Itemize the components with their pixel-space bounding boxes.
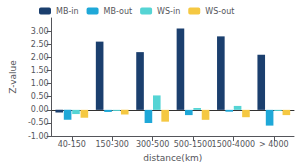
svg-text:distance(km): distance(km) (143, 153, 202, 163)
svg-text:MB-in: MB-in (56, 7, 79, 16)
svg-text:1.50: 1.50 (31, 66, 49, 75)
svg-text:1500-4000: 1500-4000 (212, 140, 256, 149)
svg-text:0.00: 0.00 (31, 105, 49, 114)
svg-text:2.00: 2.00 (31, 53, 49, 62)
svg-text:0.50: 0.50 (31, 92, 49, 101)
svg-text:300-500: 300-500 (136, 140, 169, 149)
svg-text:500-1500: 500-1500 (174, 140, 213, 149)
svg-text:2.50: 2.50 (31, 40, 49, 49)
svg-text:40-150: 40-150 (58, 140, 86, 149)
svg-text:WS-out: WS-out (205, 7, 234, 16)
svg-text:3.00: 3.00 (31, 27, 49, 36)
svg-text:WS-in: WS-in (157, 7, 180, 16)
svg-text:MB-out: MB-out (104, 7, 133, 16)
svg-text:-0.50: -0.50 (28, 118, 49, 127)
svg-text:Z-value: Z-value (8, 60, 18, 94)
svg-text:1.00: 1.00 (31, 79, 49, 88)
svg-text:-1.00: -1.00 (28, 132, 49, 141)
svg-text:150-300: 150-300 (95, 140, 128, 149)
svg-text:> 4000: > 4000 (259, 140, 289, 149)
